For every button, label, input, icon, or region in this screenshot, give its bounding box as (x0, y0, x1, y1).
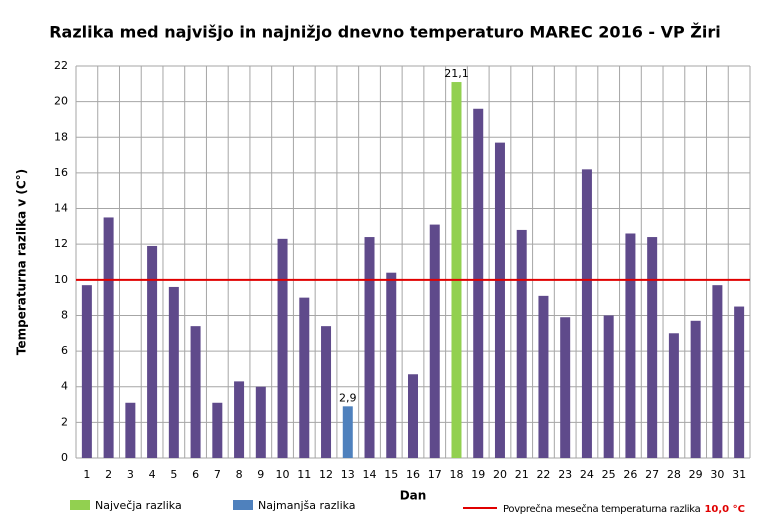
bar (212, 402, 223, 458)
x-tick-label: 5 (170, 468, 177, 481)
bar (690, 320, 701, 458)
x-tick-label: 22 (536, 468, 550, 481)
bar (234, 381, 245, 458)
bar (451, 82, 462, 458)
x-tick-label: 7 (214, 468, 221, 481)
legend-label: Povprečna mesečna temperaturna razlika (503, 503, 701, 515)
bar (625, 233, 636, 458)
x-tick-label: 12 (319, 468, 333, 481)
x-tick-label: 4 (149, 468, 156, 481)
x-tick-label: 2 (105, 468, 112, 481)
x-tick-label: 11 (297, 468, 311, 481)
legend-swatch (233, 500, 253, 510)
bar (125, 402, 136, 458)
bar (277, 238, 288, 458)
legend-label: Najmanjša razlika (258, 499, 356, 512)
chart-title: Razlika med najvišjo in najnižjo dnevno … (49, 23, 721, 42)
y-tick-label: 2 (61, 415, 68, 428)
bar (147, 245, 158, 458)
x-tick-label: 18 (449, 468, 463, 481)
x-tick-label: 25 (602, 468, 616, 481)
bar (538, 295, 549, 458)
legend-label: Največja razlika (95, 499, 182, 512)
x-tick-label: 13 (341, 468, 355, 481)
x-tick-label: 9 (257, 468, 264, 481)
data-label: 2,9 (339, 391, 357, 404)
average-value-label: 10,0 °C (704, 504, 745, 515)
x-tick-label: 20 (493, 468, 507, 481)
legend-swatch (70, 500, 90, 510)
x-tick-label: 6 (192, 468, 199, 481)
x-tick-label: 3 (127, 468, 134, 481)
y-tick-label: 4 (61, 380, 68, 393)
x-axis-title: Dan (400, 489, 427, 503)
bar (734, 306, 745, 458)
bar (386, 272, 397, 458)
bar (647, 237, 658, 458)
x-tick-label: 27 (645, 468, 659, 481)
y-tick-label: 18 (54, 130, 68, 143)
bar (81, 285, 92, 458)
x-tick-label: 17 (428, 468, 442, 481)
x-tick-label: 28 (667, 468, 681, 481)
bar (494, 142, 505, 459)
y-axis-title: Temperaturna razlika v (C°) (15, 169, 29, 355)
data-label: 21,1 (444, 67, 469, 80)
bar (429, 224, 440, 458)
bar (103, 217, 114, 458)
y-tick-label: 0 (61, 451, 68, 464)
bar (516, 229, 527, 458)
x-tick-label: 16 (406, 468, 420, 481)
x-tick-label: 24 (580, 468, 594, 481)
x-tick-label: 21 (515, 468, 529, 481)
y-tick-label: 10 (54, 273, 68, 286)
x-tick-label: 19 (471, 468, 485, 481)
y-tick-label: 20 (54, 95, 68, 108)
bar (299, 297, 310, 458)
bar (342, 406, 353, 458)
y-tick-label: 22 (54, 59, 68, 72)
y-tick-label: 8 (61, 308, 68, 321)
y-tick-label: 12 (54, 237, 68, 250)
x-tick-label: 31 (732, 468, 746, 481)
bar (321, 326, 332, 458)
bar (473, 108, 484, 458)
bar (408, 374, 418, 458)
x-tick-label: 14 (363, 468, 377, 481)
x-tick-label: 23 (558, 468, 572, 481)
y-tick-label: 16 (54, 166, 68, 179)
bar (168, 286, 179, 458)
bar (668, 333, 679, 458)
x-tick-label: 29 (689, 468, 703, 481)
bar (603, 315, 614, 458)
bar (560, 317, 571, 458)
x-tick-label: 26 (623, 468, 637, 481)
y-tick-label: 6 (61, 344, 68, 357)
bar (581, 169, 592, 458)
x-tick-label: 10 (276, 468, 290, 481)
bar (712, 285, 723, 458)
x-tick-label: 8 (236, 468, 243, 481)
bar (364, 237, 375, 458)
bar (255, 386, 266, 458)
bar (190, 326, 201, 458)
y-tick-label: 14 (54, 202, 68, 215)
x-tick-label: 30 (710, 468, 724, 481)
x-tick-label: 1 (83, 468, 90, 481)
x-tick-label: 15 (384, 468, 398, 481)
